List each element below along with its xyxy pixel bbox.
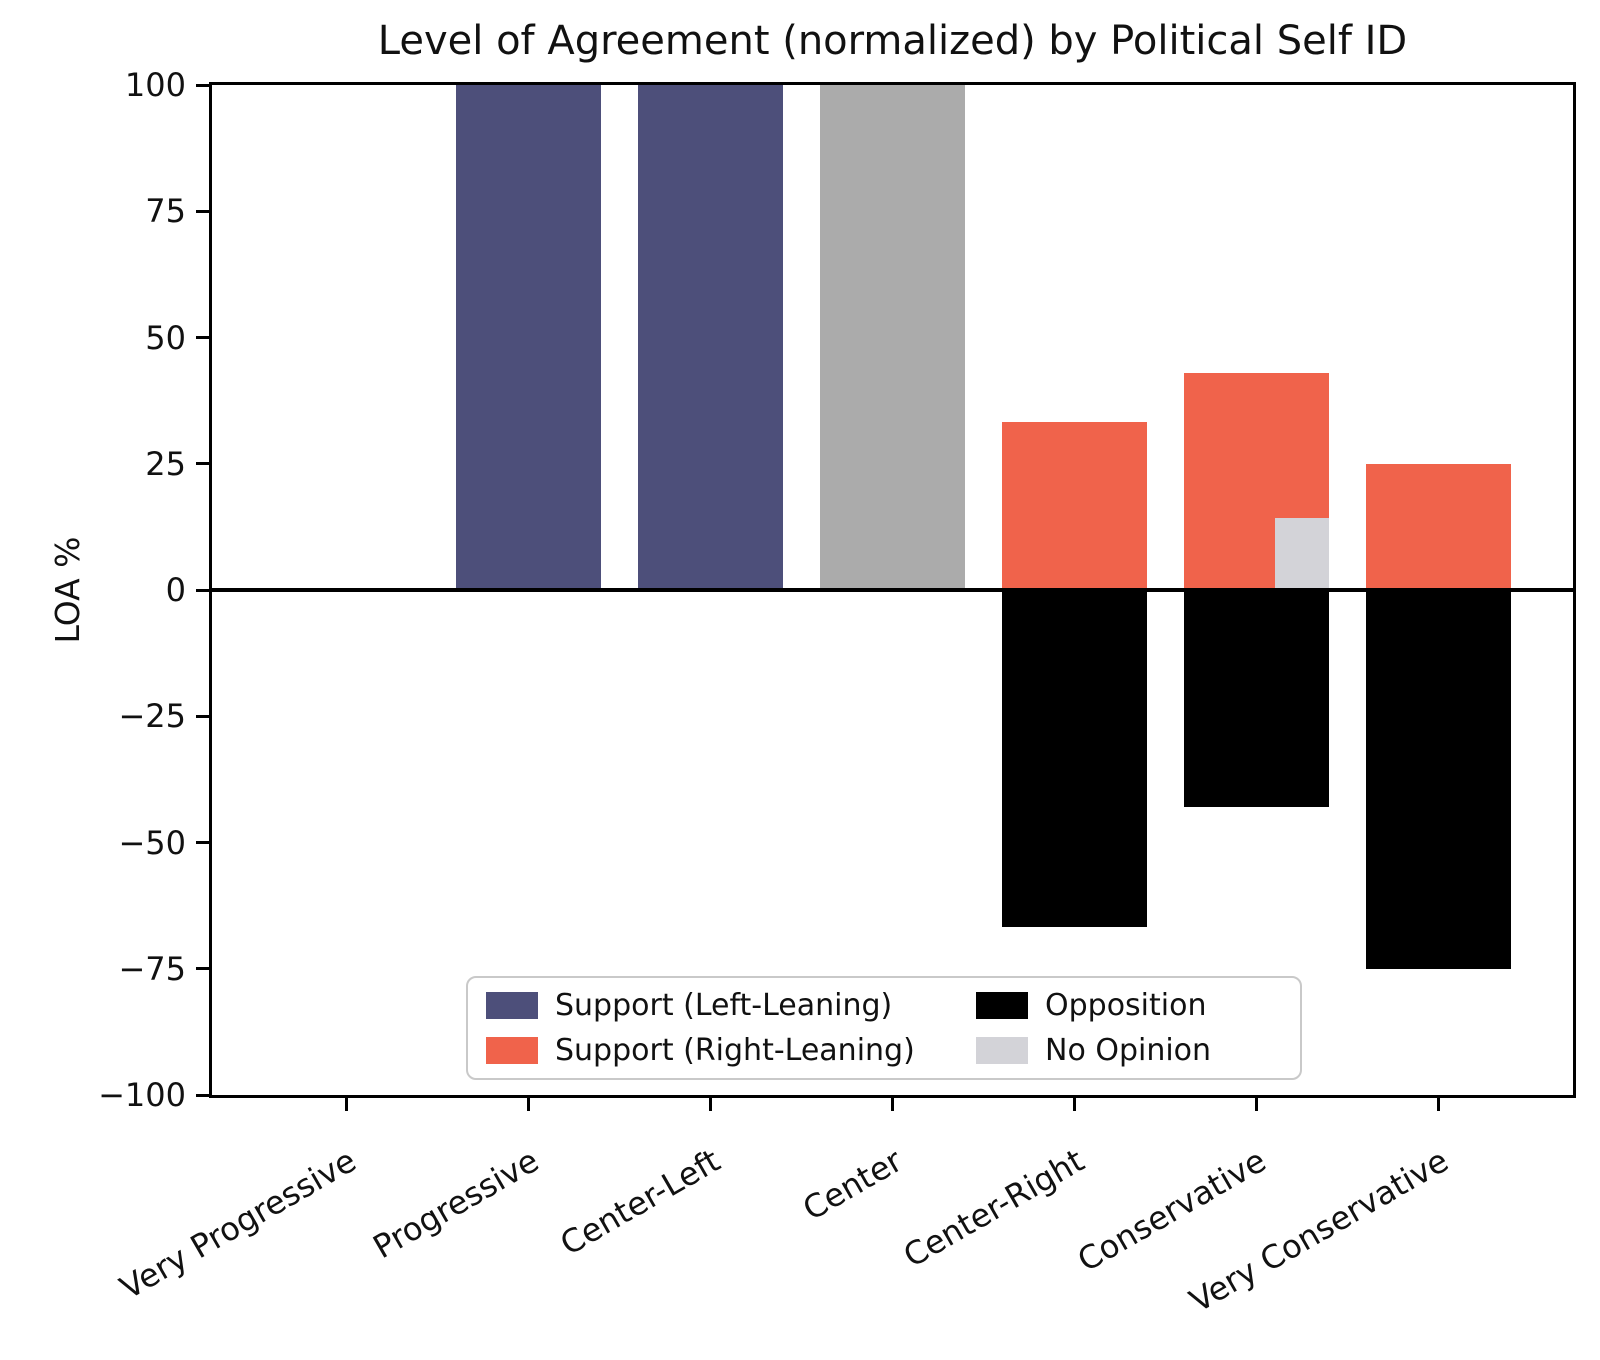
x-tick-mark [527, 1098, 531, 1111]
legend-item: Opposition [976, 988, 1276, 1023]
x-tick-label: Center-Left [553, 1141, 727, 1263]
y-tick-mark [196, 588, 209, 592]
y-tick-label: 100 [124, 66, 186, 104]
legend-swatch [976, 992, 1028, 1019]
y-tick-mark [196, 209, 209, 213]
bar-opposition [1183, 590, 1330, 807]
legend-column-1: Support (Left-Leaning) Support (Right-Lea… [486, 988, 976, 1068]
y-tick-label: 0 [165, 571, 186, 609]
bar-support-left [455, 85, 602, 590]
legend-label: Opposition [1045, 988, 1207, 1023]
x-tick-label: Very Progressive [113, 1141, 363, 1307]
x-tick-mark [345, 1098, 349, 1111]
bar-no-opinion [1274, 517, 1330, 590]
legend-swatch [486, 1037, 538, 1064]
y-tick-label: −75 [118, 949, 186, 988]
plot-area [212, 85, 1573, 1095]
legend: Support (Left-Leaning) Support (Right-Lea… [466, 976, 1302, 1080]
legend-label: Support (Left-Leaning) [555, 988, 893, 1023]
zero-line [212, 588, 1573, 592]
legend-item: Support (Left-Leaning) [486, 988, 976, 1023]
y-tick-label: −50 [118, 823, 186, 862]
y-tick-label: −25 [118, 697, 186, 736]
legend-swatch [976, 1037, 1028, 1064]
y-tick-mark [196, 336, 209, 339]
y-tick-label: 50 [145, 318, 186, 357]
bar-support-left [637, 85, 784, 590]
x-tick-label: Center-Right [896, 1141, 1091, 1275]
y-tick-mark [196, 714, 209, 718]
x-tick-mark [1254, 1098, 1258, 1111]
y-tick-mark [196, 841, 209, 844]
x-tick-label: Center [796, 1141, 909, 1229]
legend-item: No Opinion [976, 1033, 1276, 1068]
y-tick-mark [196, 967, 209, 971]
legend-label: No Opinion [1045, 1033, 1212, 1068]
x-tick-mark [891, 1098, 894, 1111]
bar-opposition [1365, 590, 1512, 969]
bar-support-right [1365, 463, 1512, 590]
x-tick-mark [709, 1098, 713, 1111]
y-tick-mark [196, 83, 209, 87]
chart-title: Level of Agreement (normalized) by Polit… [377, 18, 1408, 64]
bar-support-center [819, 85, 966, 590]
legend-column-2: Opposition No Opinion [976, 988, 1276, 1068]
y-tick-label: −100 [98, 1076, 186, 1114]
y-tick-mark [196, 1093, 209, 1097]
y-tick-mark [196, 462, 209, 466]
bar-opposition [1001, 590, 1148, 927]
y-tick-label: 75 [145, 192, 186, 231]
legend-item: Support (Right-Leaning) [486, 1033, 976, 1068]
y-tick-label: 25 [145, 444, 186, 483]
x-tick-mark [1072, 1098, 1076, 1111]
bar-support-right [1001, 421, 1148, 590]
legend-label: Support (Right-Leaning) [555, 1033, 915, 1068]
legend-swatch [486, 992, 538, 1019]
x-tick-mark [1436, 1098, 1440, 1111]
x-tick-label: Progressive [366, 1141, 545, 1267]
